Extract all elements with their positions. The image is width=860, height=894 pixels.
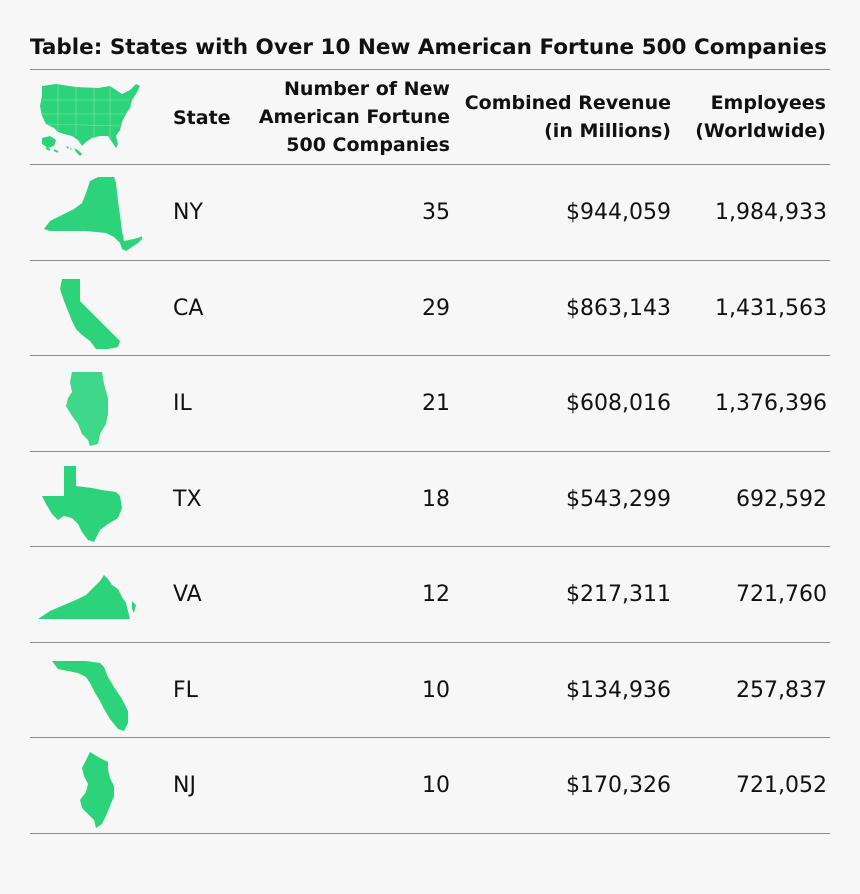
header-state: State: [173, 107, 231, 129]
table-row: NJ 10 $170,326 721,052: [30, 738, 830, 833]
table-row: IL 21 $608,016 1,376,396: [30, 356, 830, 451]
virginia-state-icon: [38, 575, 136, 619]
header-revenue-line-2: (in Millions): [544, 120, 671, 142]
new-york-state-icon: [44, 177, 142, 251]
revenue-value: $134,936: [566, 678, 671, 703]
header-employees-line-2: (Worldwide): [695, 120, 826, 142]
employees-value: 721,052: [736, 773, 827, 798]
state-code: IL: [173, 391, 192, 416]
header-companies: Number of New American Fortune 500 Compa…: [250, 75, 450, 159]
row-divider: [30, 260, 830, 261]
revenue-value: $217,311: [566, 582, 671, 607]
header-companies-line-1: Number of New: [284, 78, 450, 100]
row-divider: [30, 737, 830, 738]
employees-value: 1,431,563: [715, 296, 827, 321]
header-companies-line-3: 500 Companies: [286, 134, 450, 156]
companies-value: 18: [422, 487, 450, 512]
employees-value: 257,837: [736, 678, 827, 703]
usa-map-icon: [40, 84, 140, 156]
state-code: CA: [173, 296, 204, 321]
employees-value: 721,760: [736, 582, 827, 607]
table-row: CA 29 $863,143 1,431,563: [30, 261, 830, 356]
companies-value: 10: [422, 678, 450, 703]
state-code: NJ: [173, 773, 196, 798]
florida-state-icon: [52, 661, 128, 731]
texas-state-icon: [42, 466, 122, 542]
row-divider: [30, 355, 830, 356]
table-row: NY 35 $944,059 1,984,933: [30, 165, 830, 260]
revenue-value: $543,299: [566, 487, 671, 512]
header-revenue: Combined Revenue (in Millions): [460, 89, 671, 145]
state-code: TX: [173, 487, 202, 512]
header-revenue-line-1: Combined Revenue: [464, 92, 671, 114]
state-code: VA: [173, 582, 202, 607]
row-divider: [30, 451, 830, 452]
table-bottom-rule: [30, 833, 830, 834]
revenue-value: $170,326: [566, 773, 671, 798]
table-row: FL 10 $134,936 257,837: [30, 643, 830, 738]
revenue-value: $608,016: [566, 391, 671, 416]
california-state-icon: [60, 279, 120, 349]
table-title: Table: States with Over 10 New American …: [30, 35, 827, 60]
state-code: NY: [173, 200, 203, 225]
new-jersey-state-icon: [80, 752, 114, 828]
companies-value: 10: [422, 773, 450, 798]
revenue-value: $944,059: [566, 200, 671, 225]
row-divider: [30, 546, 830, 547]
employees-value: 1,376,396: [715, 391, 827, 416]
header-top-rule: [30, 69, 830, 70]
header-bottom-rule: [30, 164, 830, 165]
companies-value: 29: [422, 296, 450, 321]
row-divider: [30, 642, 830, 643]
illinois-state-icon: [66, 372, 108, 446]
state-code: FL: [173, 678, 198, 703]
employees-value: 1,984,933: [715, 200, 827, 225]
companies-value: 12: [422, 582, 450, 607]
header-employees: Employees (Worldwide): [680, 89, 826, 145]
table-row: VA 12 $217,311 721,760: [30, 547, 830, 642]
companies-value: 21: [422, 391, 450, 416]
employees-value: 692,592: [736, 487, 827, 512]
header-employees-line-1: Employees: [710, 92, 826, 114]
companies-value: 35: [422, 200, 450, 225]
revenue-value: $863,143: [566, 296, 671, 321]
header-companies-line-2: American Fortune: [258, 106, 450, 128]
table-row: TX 18 $543,299 692,592: [30, 452, 830, 547]
